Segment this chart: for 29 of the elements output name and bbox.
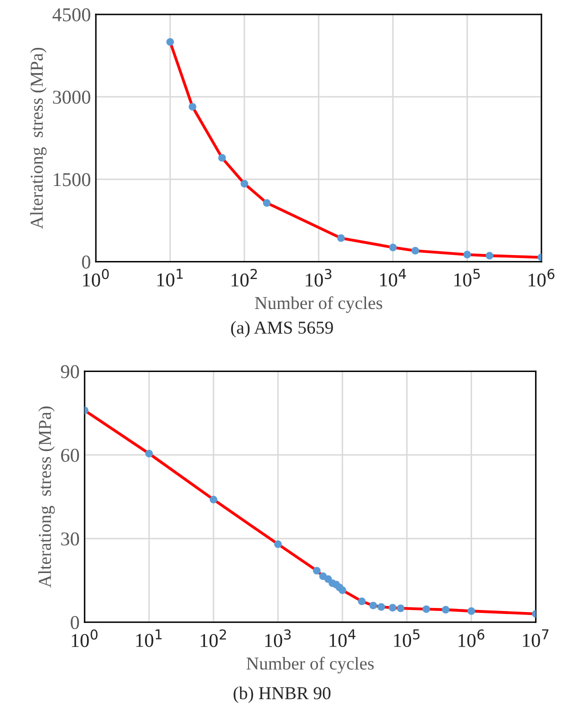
x-tick-label: 10$^{7}$ xyxy=(523,629,548,647)
y-tick-label: 3000 xyxy=(53,90,90,104)
y-tick-label: 0 xyxy=(70,616,79,630)
x-tick-label: 10$^{3}$ xyxy=(306,268,332,287)
x-tick-label: 10$^{4}$ xyxy=(380,268,406,286)
y-tick-label: 90 xyxy=(60,365,79,378)
x-tick-label: 10$^{1}$ xyxy=(157,268,183,286)
y-tick-label: 30 xyxy=(61,532,79,546)
x-tick-label: 10$^{6}$ xyxy=(528,268,554,287)
y-tick-label: 4500 xyxy=(52,8,90,22)
x-axis-title: Number of cycles xyxy=(246,656,374,674)
y-axis-title: Alterationg stress (MPa) xyxy=(30,48,47,229)
y-tick-label: 0 xyxy=(82,256,90,269)
x-tick-label: 10$^{5}$ xyxy=(394,629,420,647)
x-tick-label: 10$^{3}$ xyxy=(265,629,291,648)
text: (a) AMS 5659 xyxy=(231,321,333,338)
y-tick-label: 1500 xyxy=(54,173,90,186)
x-tick-label: 10$^{2}$ xyxy=(200,629,226,648)
x-tick-label: 10$^{1}$ xyxy=(136,629,162,647)
x-tick-label: 10$^{6}$ xyxy=(458,629,484,648)
x-tick-label: 10$^{0}$ xyxy=(83,268,109,287)
x-tick-label: 10$^{5}$ xyxy=(454,268,480,286)
x-axis-title: Number of cycles xyxy=(255,296,382,313)
x-tick-label: 10$^{0}$ xyxy=(72,629,98,648)
x-tick-label: 10$^{4}$ xyxy=(330,629,356,647)
y-tick-label: 60 xyxy=(61,448,79,462)
text: (b) HNBR 90 xyxy=(234,686,330,703)
y-axis-title: Alterationg stress (MPa) xyxy=(38,406,55,588)
x-tick-label: 10$^{2}$ xyxy=(232,268,257,287)
